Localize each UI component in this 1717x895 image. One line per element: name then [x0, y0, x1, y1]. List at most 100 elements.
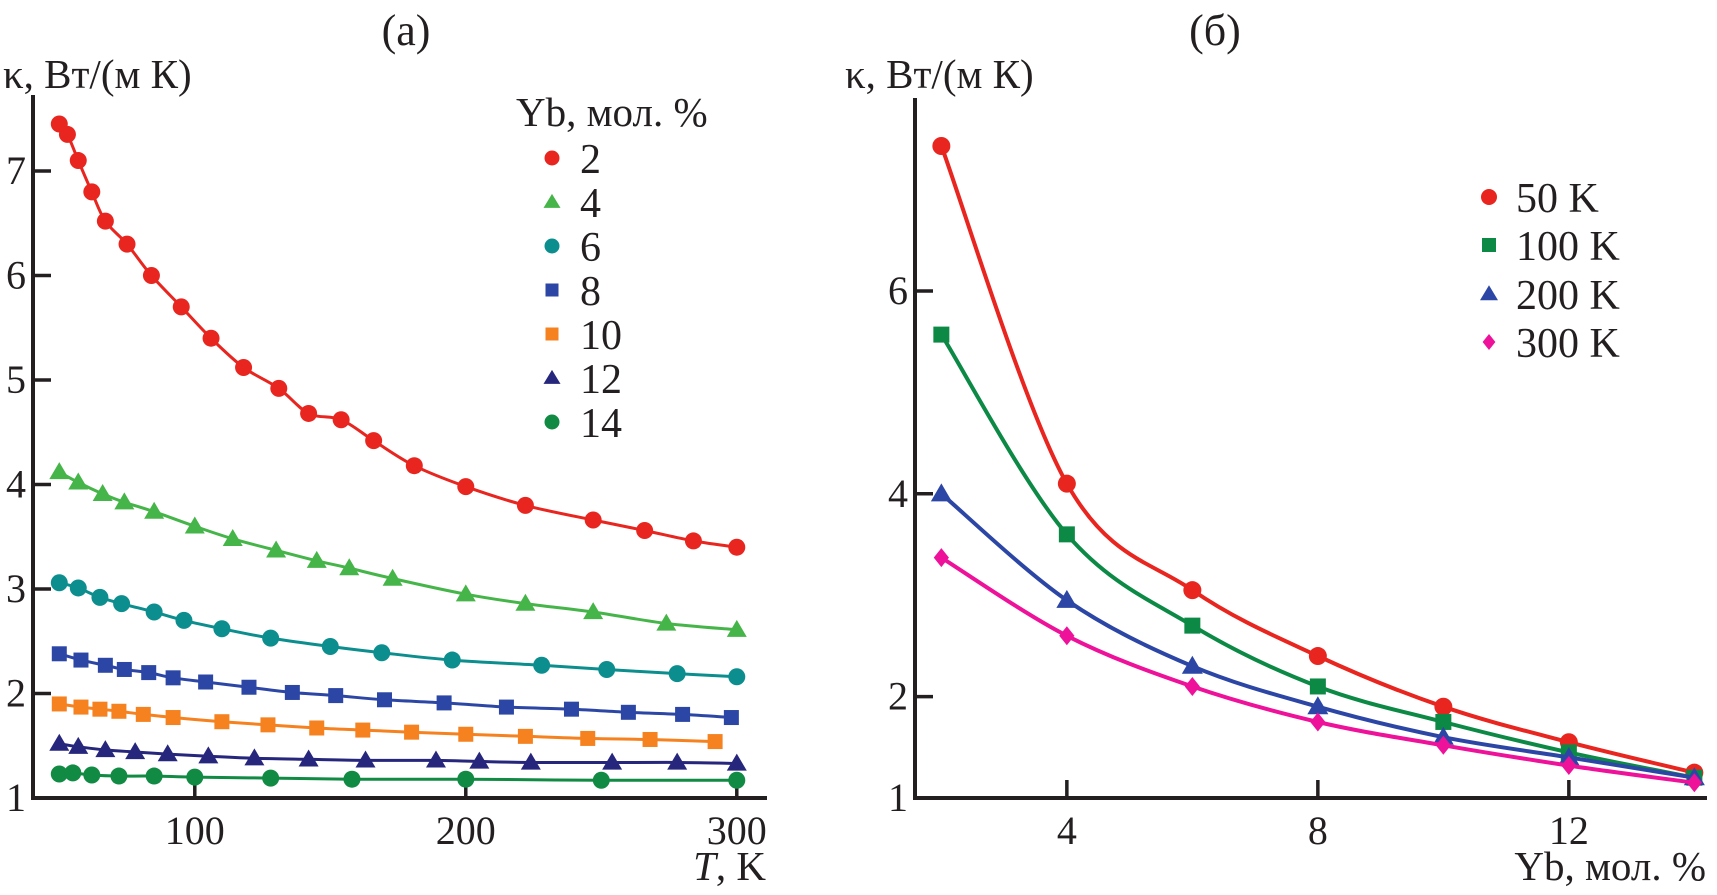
data-point-4 [382, 568, 403, 586]
data-point-14 [343, 770, 361, 788]
y-tick-label: 2 [6, 671, 26, 716]
data-point-2 [684, 532, 702, 550]
data-point-2 [235, 358, 253, 376]
data-point-200 K [1056, 589, 1078, 608]
data-point-2 [636, 521, 654, 539]
data-point-6 [213, 620, 231, 638]
data-point-6 [69, 579, 87, 597]
legend-marker-200 K [1480, 285, 1498, 301]
panel-a-legend-title: Yb, мол. % [516, 89, 708, 135]
x-tick-label: 4 [1057, 808, 1077, 853]
data-point-8 [675, 706, 691, 722]
data-point-8 [198, 674, 214, 690]
axis-spine [31, 95, 767, 800]
data-point-100 K [1435, 713, 1452, 730]
data-point-6 [598, 660, 616, 678]
data-point-12 [667, 752, 688, 770]
legend-label-300 K: 300 K [1516, 321, 1620, 367]
data-point-4 [49, 462, 70, 480]
y-tick-label: 5 [6, 357, 26, 402]
data-point-100 K [1184, 617, 1201, 634]
y-tick-label: 7 [6, 148, 26, 193]
data-point-8 [141, 665, 157, 681]
data-point-6 [728, 668, 746, 686]
data-point-300 K [1435, 735, 1451, 755]
legend-label-12: 12 [580, 357, 622, 403]
data-point-8 [620, 704, 636, 720]
legend-marker-12 [543, 369, 561, 384]
y-tick-label: 4 [6, 462, 26, 507]
data-point-50 K [1308, 647, 1327, 666]
data-point-12 [68, 736, 89, 754]
data-point-2 [58, 125, 76, 143]
data-point-10 [111, 703, 127, 719]
data-point-4 [114, 492, 135, 510]
legend-label-10: 10 [580, 313, 622, 359]
data-point-12 [602, 752, 623, 770]
data-point-12 [157, 744, 178, 762]
series-line-200 K [939, 491, 1697, 780]
series-line-6 [57, 581, 739, 679]
data-point-4 [306, 550, 327, 568]
series-line-10 [57, 702, 717, 744]
panel-b-x-axis-label: Yb, мол. % [1514, 843, 1706, 889]
data-point-10 [355, 722, 371, 738]
panel-a-title: (а) [382, 6, 431, 55]
data-point-100 K [1309, 678, 1326, 695]
panel-b-y-axis-label: κ, Вт/(м К) [845, 51, 1034, 97]
data-point-2 [516, 496, 534, 514]
legend-marker-10 [545, 327, 559, 341]
y-tick-label: 6 [6, 253, 26, 298]
data-point-2 [83, 183, 101, 201]
data-point-6 [321, 637, 339, 655]
data-point-14 [262, 769, 280, 787]
data-point-200 K [930, 483, 952, 502]
data-point-200 K [1432, 726, 1454, 745]
y-tick-label: 1 [6, 775, 26, 820]
data-point-14 [50, 765, 68, 783]
series-line-12 [57, 742, 739, 765]
data-point-12 [49, 733, 70, 751]
data-point-2 [118, 235, 136, 253]
data-point-14 [186, 768, 204, 786]
legend-label-200 K: 200 K [1516, 273, 1620, 319]
panel-a-y-axis-label: κ, Вт/(м К) [3, 51, 192, 97]
data-point-12 [726, 753, 747, 771]
legend-marker-4 [543, 193, 561, 208]
data-point-14 [457, 770, 475, 788]
y-tick-label: 1 [888, 775, 908, 820]
data-point-12 [298, 749, 319, 767]
data-point-6 [145, 603, 163, 621]
data-point-4 [583, 602, 604, 620]
data-point-4 [222, 528, 243, 546]
y-tick-label: 2 [888, 674, 908, 719]
data-point-12 [244, 748, 265, 766]
data-point-200 K [1558, 747, 1580, 765]
data-point-6 [262, 629, 280, 647]
panel-a-x-axis-label-unit: , K [716, 843, 767, 889]
data-point-10 [707, 734, 723, 750]
data-point-14 [64, 764, 82, 782]
x-tick-label: 8 [1308, 808, 1328, 853]
y-tick-label: 6 [888, 268, 908, 313]
data-point-2 [202, 329, 220, 347]
legend-label-14: 14 [580, 401, 622, 447]
data-point-6 [113, 595, 131, 613]
data-point-10 [73, 699, 89, 715]
data-point-8 [436, 695, 452, 711]
data-point-8 [563, 701, 579, 717]
legend-label-100 K: 100 K [1516, 224, 1620, 270]
legend-marker-50 K [1481, 189, 1497, 205]
data-point-8 [328, 688, 344, 704]
data-point-10 [458, 726, 474, 742]
data-point-2 [96, 212, 114, 230]
legend-label-4: 4 [580, 181, 601, 227]
y-tick-label: 3 [6, 566, 26, 611]
data-point-4 [68, 472, 89, 490]
data-point-4 [339, 558, 360, 576]
data-point-2 [584, 511, 602, 529]
data-point-8 [116, 661, 132, 677]
